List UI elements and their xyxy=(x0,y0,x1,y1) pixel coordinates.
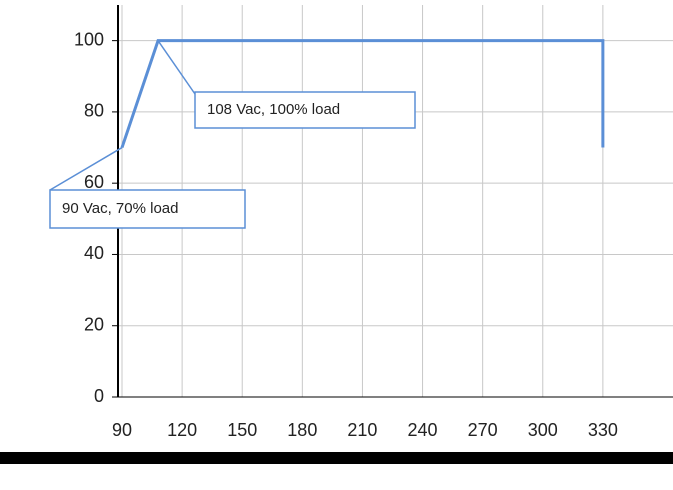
x-tick-label: 150 xyxy=(227,420,257,440)
x-tick-label: 330 xyxy=(588,420,618,440)
y-tick-label: 100 xyxy=(74,29,104,49)
y-tick-label: 0 xyxy=(94,386,104,406)
annotation-text: 108 Vac, 100% load xyxy=(207,101,340,118)
x-tick-label: 90 xyxy=(112,420,132,440)
y-tick-label: 40 xyxy=(84,243,104,263)
x-tick-label: 120 xyxy=(167,420,197,440)
annotation-arrow xyxy=(49,146,123,191)
x-tick-label: 300 xyxy=(528,420,558,440)
x-tick-label: 240 xyxy=(408,420,438,440)
y-tick-label: 20 xyxy=(84,314,104,334)
y-tick-label: 80 xyxy=(84,101,104,121)
axis-title-band xyxy=(0,452,673,464)
annotation-box xyxy=(49,189,246,229)
y-tick-label: 60 xyxy=(84,172,104,192)
x-tick-label: 180 xyxy=(287,420,317,440)
annotation-text: 90 Vac, 70% load xyxy=(62,200,178,217)
x-tick-label: 210 xyxy=(347,420,377,440)
annotation-arrow xyxy=(157,40,196,95)
series-line xyxy=(120,39,605,149)
annotation-box xyxy=(194,91,416,129)
x-tick-label: 270 xyxy=(468,420,498,440)
